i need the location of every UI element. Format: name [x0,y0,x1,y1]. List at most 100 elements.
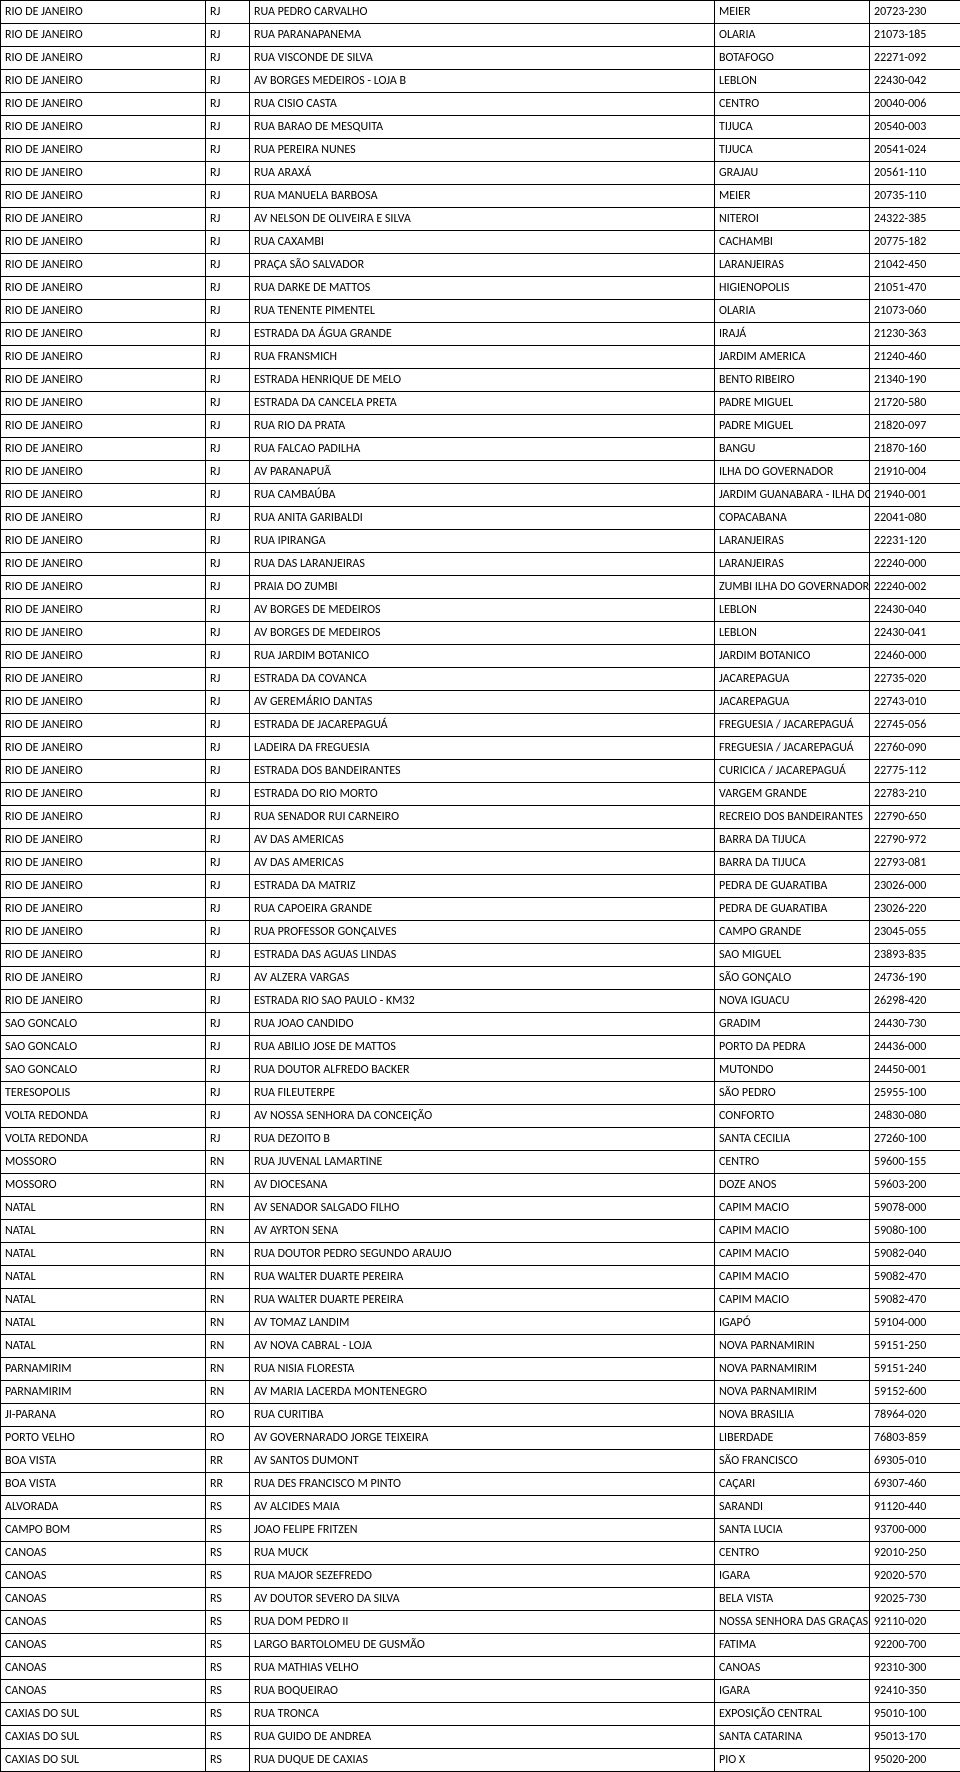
cell-nbhd: ILHA DO GOVERNADOR [715,461,870,484]
cell-city: CAXIAS DO SUL [1,1726,206,1749]
cell-city: BOA VISTA [1,1473,206,1496]
cell-street: RUA WALTER DUARTE PEREIRA [250,1266,715,1289]
cell-cep: 69305-010 [870,1450,960,1473]
cell-cep: 20541-024 [870,139,960,162]
cell-nbhd: CAPIM MACIO [715,1220,870,1243]
cell-city: RIO DE JANEIRO [1,668,206,691]
cell-city: RIO DE JANEIRO [1,116,206,139]
cell-state: RS [206,1588,250,1611]
cell-street: RUA PEREIRA NUNES [250,139,715,162]
cell-nbhd: BOTAFOGO [715,47,870,70]
cell-nbhd: JACAREPAGUA [715,668,870,691]
cell-street: ESTRADA RIO SAO PAULO - KM32 [250,990,715,1013]
cell-street: RUA GUIDO DE ANDREA [250,1726,715,1749]
cell-nbhd: BARRA DA TIJUCA [715,852,870,875]
cell-nbhd: SARANDI [715,1496,870,1519]
cell-city: PARNAMIRIM [1,1381,206,1404]
cell-city: SAO GONCALO [1,1036,206,1059]
cell-nbhd: PADRE MIGUEL [715,392,870,415]
cell-city: TERESOPOLIS [1,1082,206,1105]
cell-state: RJ [206,185,250,208]
cell-city: BOA VISTA [1,1450,206,1473]
cell-cep: 21073-060 [870,300,960,323]
cell-street: AV NOSSA SENHORA DA CONCEIÇÃO [250,1105,715,1128]
cell-state: RS [206,1634,250,1657]
cell-nbhd: SÃO FRANCISCO [715,1450,870,1473]
cell-state: RJ [206,254,250,277]
cell-cep: 22240-002 [870,576,960,599]
cell-nbhd: OLARIA [715,300,870,323]
cell-city: RIO DE JANEIRO [1,438,206,461]
table-row: RIO DE JANEIRORJAV DAS AMERICASBARRA DA … [1,829,960,852]
cell-street: RUA MAJOR SEZEFREDO [250,1565,715,1588]
cell-city: PARNAMIRIM [1,1358,206,1381]
cell-nbhd: BELA VISTA [715,1588,870,1611]
table-row: RIO DE JANEIRORJESTRADA DAS AGUAS LINDAS… [1,944,960,967]
cell-cep: 59082-470 [870,1266,960,1289]
cell-cep: 92010-250 [870,1542,960,1565]
table-row: RIO DE JANEIRORJESTRADA DA CANCELA PRETA… [1,392,960,415]
cell-city: JI-PARANA [1,1404,206,1427]
table-row: VOLTA REDONDARJRUA DEZOITO BSANTA CECILI… [1,1128,960,1151]
cell-nbhd: CENTRO [715,1542,870,1565]
cell-cep: 20040-006 [870,93,960,116]
cell-state: RJ [206,24,250,47]
cell-state: RN [206,1151,250,1174]
cell-nbhd: CAÇARI [715,1473,870,1496]
cell-cep: 24450-001 [870,1059,960,1082]
cell-street: ESTRADA DE JACAREPAGUÁ [250,714,715,737]
table-row: RIO DE JANEIRORJLADEIRA DA FREGUESIAFREG… [1,737,960,760]
cell-nbhd: IGARA [715,1565,870,1588]
cell-nbhd: LEBLON [715,70,870,93]
cell-state: RN [206,1266,250,1289]
cell-nbhd: PORTO DA PEDRA [715,1036,870,1059]
cell-city: CAXIAS DO SUL [1,1703,206,1726]
cell-nbhd: CAPIM MACIO [715,1266,870,1289]
cell-street: ESTRADA DOS BANDEIRANTES [250,760,715,783]
cell-nbhd: CAPIM MACIO [715,1289,870,1312]
cell-nbhd: BANGU [715,438,870,461]
cell-nbhd: NOVA PARNAMIRIM [715,1358,870,1381]
table-row: CANOASRSLARGO BARTOLOMEU DE GUSMÃOFATIMA… [1,1634,960,1657]
cell-street: RUA JUVENAL LAMARTINE [250,1151,715,1174]
cell-city: RIO DE JANEIRO [1,944,206,967]
cell-street: RUA TENENTE PIMENTEL [250,300,715,323]
cell-state: RJ [206,70,250,93]
cell-cep: 22271-092 [870,47,960,70]
table-row: RIO DE JANEIRORJAV NELSON DE OLIVEIRA E … [1,208,960,231]
cell-cep: 22240-000 [870,553,960,576]
cell-city: RIO DE JANEIRO [1,760,206,783]
cell-cep: 93700-000 [870,1519,960,1542]
cell-street: AV AYRTON SENA [250,1220,715,1243]
table-row: BOA VISTARRRUA DES FRANCISCO M PINTOCAÇA… [1,1473,960,1496]
cell-city: RIO DE JANEIRO [1,783,206,806]
cell-state: RS [206,1657,250,1680]
cell-state: RJ [206,668,250,691]
cell-street: ESTRADA DA ÁGUA GRANDE [250,323,715,346]
cell-state: RJ [206,806,250,829]
cell-street: RUA CAXAMBI [250,231,715,254]
cell-street: RUA FALCAO PADILHA [250,438,715,461]
cell-city: RIO DE JANEIRO [1,277,206,300]
table-row: NATALRNAV NOVA CABRAL - LOJANOVA PARNAMI… [1,1335,960,1358]
table-row: RIO DE JANEIRORJRUA FRANSMICHJARDIM AMER… [1,346,960,369]
cell-nbhd: DOZE ANOS [715,1174,870,1197]
cell-state: RJ [206,645,250,668]
cell-street: RUA DEZOITO B [250,1128,715,1151]
cell-state: RJ [206,139,250,162]
cell-city: RIO DE JANEIRO [1,484,206,507]
cell-state: RJ [206,898,250,921]
cell-nbhd: FREGUESIA / JACAREPAGUÁ [715,714,870,737]
cell-city: RIO DE JANEIRO [1,254,206,277]
cell-street: AV NOVA CABRAL - LOJA [250,1335,715,1358]
cell-street: RUA RIO DA PRATA [250,415,715,438]
cell-street: RUA TRONCA [250,1703,715,1726]
cell-street: RUA CAPOEIRA GRANDE [250,898,715,921]
cell-city: RIO DE JANEIRO [1,576,206,599]
table-row: CANOASRSRUA DOM PEDRO IINOSSA SENHORA DA… [1,1611,960,1634]
cell-cep: 22231-120 [870,530,960,553]
cell-street: RUA MUCK [250,1542,715,1565]
cell-state: RN [206,1243,250,1266]
cell-cep: 78964-020 [870,1404,960,1427]
cell-cep: 92200-700 [870,1634,960,1657]
